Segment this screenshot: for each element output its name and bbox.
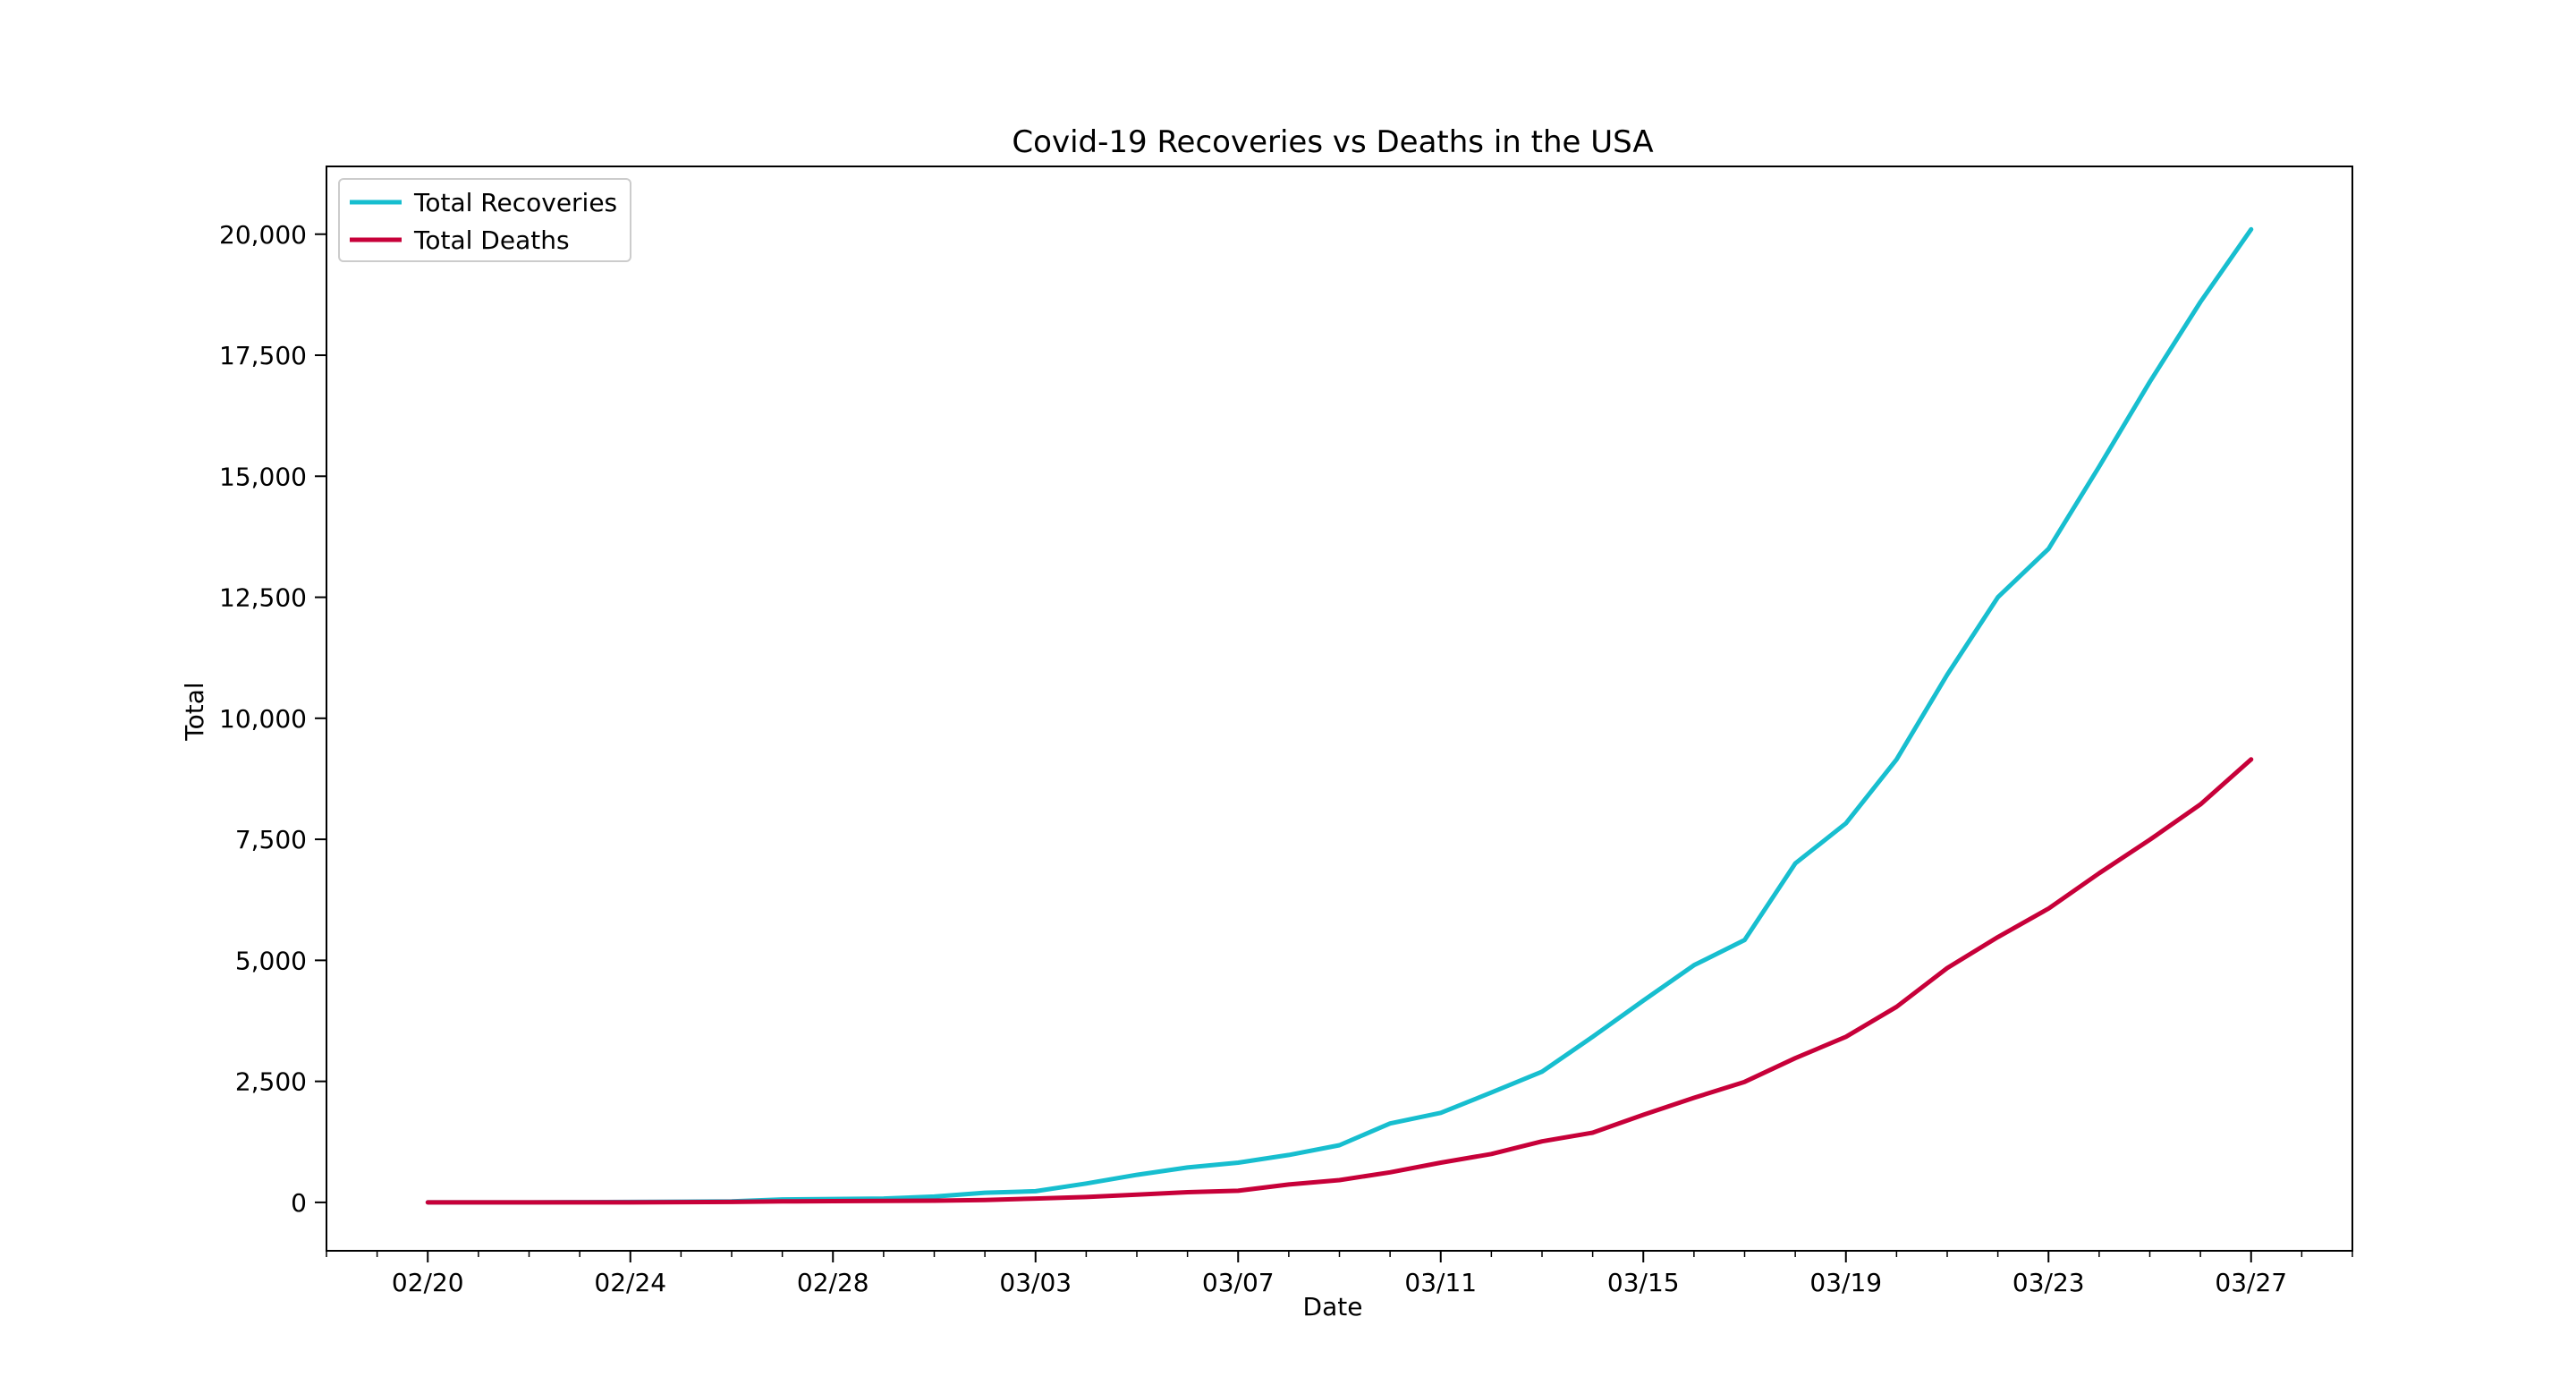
x-tick-label: 03/03 bbox=[999, 1268, 1072, 1297]
y-tick-label: 12,500 bbox=[219, 583, 307, 613]
x-tick-label: 03/15 bbox=[1607, 1268, 1680, 1297]
y-axis-title: Total bbox=[180, 682, 209, 741]
x-tick-label: 03/19 bbox=[1809, 1268, 1882, 1297]
legend-box bbox=[338, 178, 631, 262]
x-tick-label: 03/27 bbox=[2215, 1268, 2287, 1297]
y-tick-label: 15,000 bbox=[219, 462, 307, 491]
legend-label: Total Recoveries bbox=[413, 188, 617, 217]
x-tick-label: 03/11 bbox=[1404, 1268, 1477, 1297]
x-tick-label: 03/23 bbox=[2012, 1268, 2085, 1297]
x-tick-label: 02/28 bbox=[797, 1268, 869, 1297]
y-tick-label: 10,000 bbox=[219, 704, 307, 734]
y-tick-label: 20,000 bbox=[219, 220, 307, 250]
x-axis-title: Date bbox=[1303, 1292, 1363, 1321]
chart-title: Covid-19 Recoveries vs Deaths in the USA bbox=[1012, 124, 1653, 160]
legend-label: Total Deaths bbox=[413, 225, 570, 255]
y-tick-label: 7,500 bbox=[235, 825, 307, 854]
x-tick-label: 02/20 bbox=[392, 1268, 464, 1297]
series-total-deaths bbox=[425, 757, 2254, 1205]
x-tick-label: 02/24 bbox=[594, 1268, 666, 1297]
y-tick-label: 2,500 bbox=[235, 1067, 307, 1097]
series-line bbox=[425, 757, 2254, 1205]
y-tick-label: 17,500 bbox=[219, 341, 307, 370]
y-tick-label: 0 bbox=[291, 1188, 307, 1218]
legend: Total Recoveries Total Deaths bbox=[338, 178, 631, 262]
y-tick-label: 5,000 bbox=[235, 946, 307, 975]
x-tick-label: 03/07 bbox=[1202, 1268, 1275, 1297]
